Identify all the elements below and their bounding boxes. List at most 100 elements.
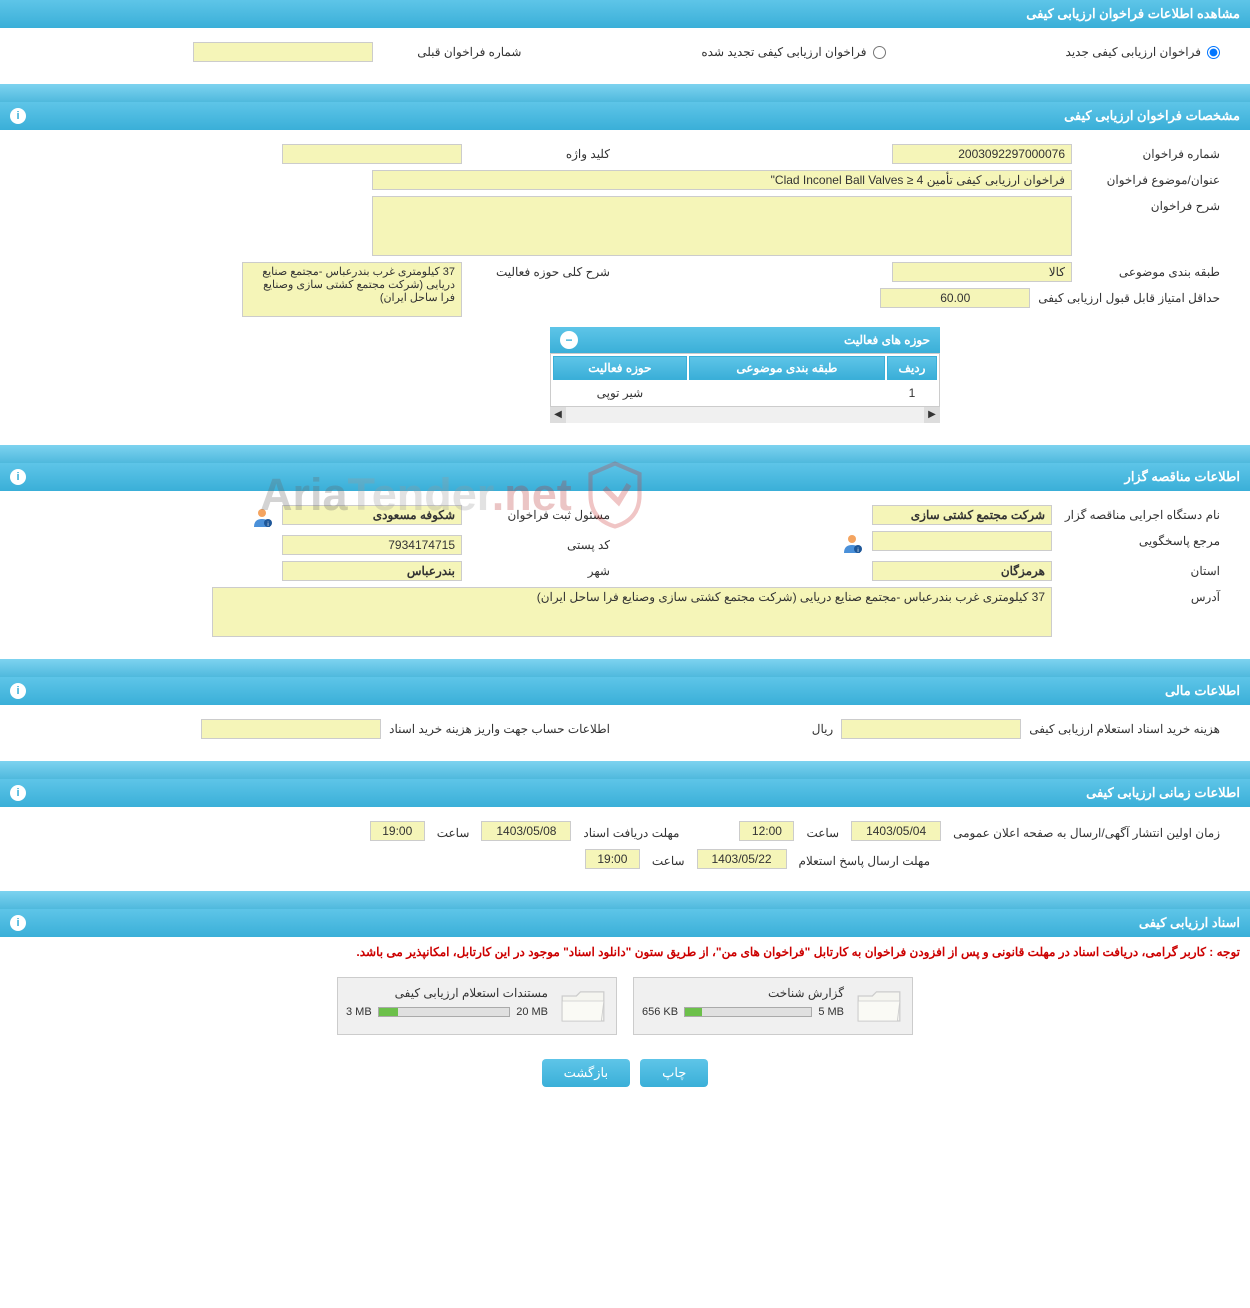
postal-field: 7934174715 (282, 535, 462, 555)
number-label: شماره فراخوان (1080, 144, 1220, 161)
org-field: شرکت مجتمع کشتی سازی (872, 505, 1052, 525)
back-button[interactable]: بازگشت (542, 1059, 630, 1087)
main-title: مشاهده اطلاعات فراخوان ارزیابی کیفی (1026, 6, 1240, 22)
specs-header: مشخصات فراخوان ارزیابی کیفی i (0, 102, 1250, 130)
col-category: طبقه بندی موضوعی (689, 356, 885, 380)
deadline-label: مهلت دریافت اسناد (583, 823, 679, 840)
reg-label: مسئول ثبت فراخوان (470, 505, 610, 522)
tenderer-title: اطلاعات مناقصه گزار (1125, 469, 1240, 485)
progress-fill (685, 1008, 701, 1016)
progress-fill (379, 1008, 399, 1016)
info-icon[interactable]: i (10, 108, 26, 124)
doc-item[interactable]: مستندات استعلام ارزیابی کیفی 3 MB 20 MB (337, 977, 617, 1035)
info-icon[interactable]: i (10, 785, 26, 801)
prev-number-label: شماره فراخوان قبلی (381, 42, 521, 59)
specs-body: شماره فراخوان 2003092297000076 کلید واژه… (0, 130, 1250, 437)
timing-body: زمان اولین انتشار آگهی/ارسال به صفحه اعل… (0, 807, 1250, 883)
button-row: چاپ بازگشت (0, 1045, 1250, 1101)
reg-field: شکوفه مسعودی (282, 505, 462, 525)
radio-section: فراخوان ارزیابی کیفی جدید فراخوان ارزیاب… (0, 28, 1250, 76)
divider-4 (0, 761, 1250, 779)
prev-number-field (193, 42, 373, 62)
resp-label: مرجع پاسخگویی (1060, 531, 1220, 548)
radio-new-input[interactable] (1207, 46, 1220, 59)
city-label: شهر (470, 561, 610, 578)
timing-title: اطلاعات زمانی ارزیابی کیفی (1086, 785, 1240, 801)
reply-time-label: ساعت (652, 851, 685, 868)
radio-new[interactable]: فراخوان ارزیابی کیفی جدید (1066, 45, 1220, 59)
print-button[interactable]: چاپ (640, 1059, 708, 1087)
financial-body: هزینه خرید اسناد استعلام ارزیابی کیفی ری… (0, 705, 1250, 753)
main-header: مشاهده اطلاعات فراخوان ارزیابی کیفی (0, 0, 1250, 28)
doc-total: 5 MB (818, 1006, 844, 1018)
col-activity: حوزه فعالیت (553, 356, 687, 380)
scope-field: 37 کیلومتری غرب بندرعباس -مجتمع صنایع در… (242, 262, 462, 317)
doc-used: 656 KB (642, 1006, 678, 1018)
radio-renewed-input[interactable] (873, 46, 886, 59)
radio-new-label: فراخوان ارزیابی کیفی جدید (1066, 45, 1201, 59)
financial-title: اطلاعات مالی (1165, 683, 1240, 699)
publish-time-label: ساعت (806, 823, 839, 840)
activity-table: ردیف طبقه بندی موضوعی حوزه فعالیت 1 شیر … (550, 353, 940, 407)
postal-label: کد پستی (470, 535, 610, 552)
account-label: اطلاعات حساب جهت واریز هزینه خرید اسناد (389, 719, 610, 736)
tenderer-body: نام دستگاه اجرایی مناقصه گزار شرکت مجتمع… (0, 491, 1250, 651)
reply-label: مهلت ارسال پاسخ استعلام (799, 851, 930, 868)
doc-used: 3 MB (346, 1006, 372, 1018)
category-field: کالا (892, 262, 1072, 282)
cell-activity: شیر توپی (553, 382, 687, 404)
currency-label: ریال (693, 719, 833, 736)
publish-time-field: 12:00 (739, 821, 794, 841)
deadline-time-label: ساعت (437, 823, 470, 840)
doc-item[interactable]: گزارش شناخت 656 KB 5 MB (633, 977, 913, 1035)
desc-field (372, 196, 1072, 256)
publish-date-field: 1403/05/04 (851, 821, 941, 841)
folder-icon (558, 986, 608, 1026)
info-icon[interactable]: i (10, 915, 26, 931)
tenderer-header: اطلاعات مناقصه گزار i (0, 463, 1250, 491)
cost-field (841, 719, 1021, 739)
keyword-label: کلید واژه (470, 144, 610, 161)
specs-title: مشخصات فراخوان ارزیابی کیفی (1064, 108, 1240, 124)
scroll-left-icon[interactable]: ◀ (550, 407, 566, 423)
divider-2 (0, 445, 1250, 463)
title-field: فراخوان ارزیابی کیفی تأمین Clad Inconel … (372, 170, 1072, 190)
minimize-icon[interactable]: − (560, 331, 578, 349)
desc-label: شرح فراخوان (1080, 196, 1220, 213)
province-field: هرمزگان (872, 561, 1052, 581)
category-label: طبقه بندی موضوعی (1080, 262, 1220, 279)
timing-header: اطلاعات زمانی ارزیابی کیفی i (0, 779, 1250, 807)
svg-text:i: i (857, 548, 858, 554)
table-row: 1 شیر توپی (553, 382, 937, 404)
org-label: نام دستگاه اجرایی مناقصه گزار (1060, 505, 1220, 522)
user-icon: i (840, 531, 864, 555)
resp-field (872, 531, 1052, 551)
province-label: استان (1060, 561, 1220, 578)
deadline-time-field: 19:00 (370, 821, 425, 841)
user-icon: i (250, 505, 274, 529)
docs-title: اسناد ارزیابی کیفی (1139, 915, 1240, 931)
doc-total: 20 MB (516, 1006, 548, 1018)
horizontal-scrollbar[interactable]: ▶ ◀ (550, 407, 940, 423)
reply-date-field: 1403/05/22 (697, 849, 787, 869)
radio-renewed[interactable]: فراخوان ارزیابی کیفی تجدید شده (701, 45, 885, 59)
divider-3 (0, 659, 1250, 677)
scroll-right-icon[interactable]: ▶ (924, 407, 940, 423)
min-score-field: 60.00 (880, 288, 1030, 308)
min-score-label: حداقل امتیاز قابل قبول ارزیابی کیفی (1038, 288, 1220, 305)
info-icon[interactable]: i (10, 469, 26, 485)
info-icon[interactable]: i (10, 683, 26, 699)
account-field (201, 719, 381, 739)
radio-renewed-label: فراخوان ارزیابی کیفی تجدید شده (701, 45, 866, 59)
cell-category (689, 382, 885, 404)
doc-title: مستندات استعلام ارزیابی کیفی (346, 986, 548, 1000)
deadline-date-field: 1403/05/08 (481, 821, 571, 841)
svg-text:i: i (267, 522, 268, 528)
col-row: ردیف (887, 356, 937, 380)
divider-5 (0, 891, 1250, 909)
divider-1 (0, 84, 1250, 102)
cost-label: هزینه خرید اسناد استعلام ارزیابی کیفی (1029, 719, 1220, 736)
docs-note: توجه : کاربر گرامی، دریافت اسناد در مهلت… (0, 937, 1250, 967)
docs-header: اسناد ارزیابی کیفی i (0, 909, 1250, 937)
keyword-field (282, 144, 462, 164)
